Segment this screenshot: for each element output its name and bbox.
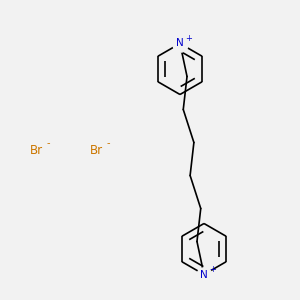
Text: Br: Br bbox=[90, 143, 103, 157]
Text: +: + bbox=[209, 265, 215, 274]
Text: -: - bbox=[106, 138, 110, 148]
Text: +: + bbox=[185, 34, 191, 43]
Text: N: N bbox=[176, 38, 184, 49]
Text: N: N bbox=[200, 269, 208, 280]
Text: Br: Br bbox=[30, 143, 43, 157]
Text: -: - bbox=[46, 138, 50, 148]
